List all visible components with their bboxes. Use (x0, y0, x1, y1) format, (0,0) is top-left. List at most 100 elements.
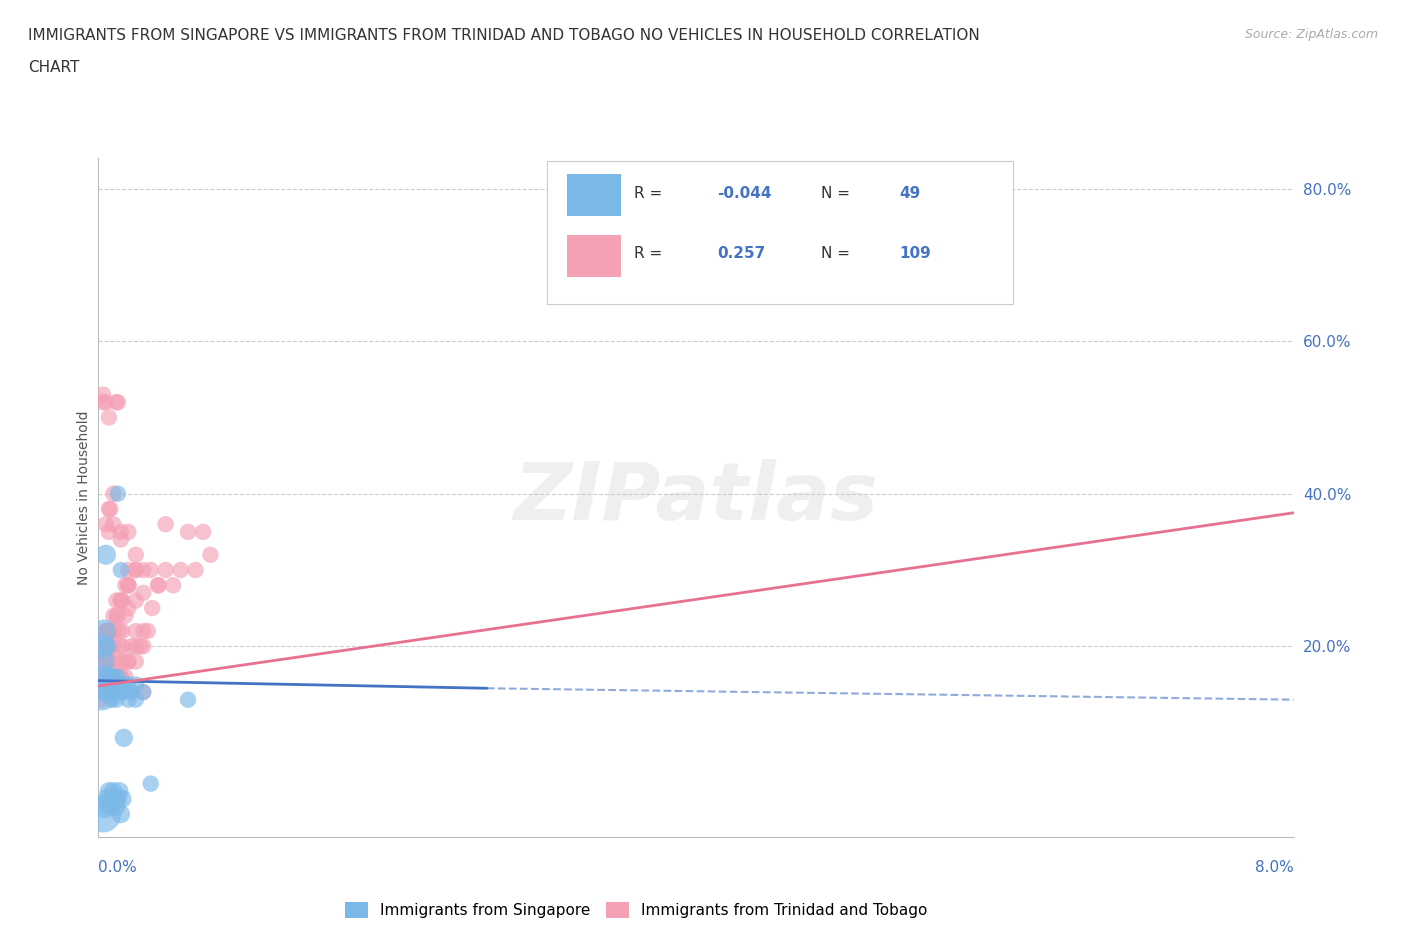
Point (125, 593, 148, 608)
Point (103, 608, 125, 623)
Point (108, 624, 131, 639)
Legend: Immigrants from Singapore, Immigrants from Trinidad and Tobago: Immigrants from Singapore, Immigrants fr… (339, 897, 934, 924)
Point (97, 784, 120, 799)
Point (107, 394, 129, 409)
Point (117, 578, 139, 592)
Point (110, 684, 132, 699)
Point (132, 624, 155, 639)
Point (91, 684, 114, 699)
Text: 8.0%: 8.0% (1254, 860, 1294, 875)
Point (112, 730, 135, 745)
Point (93, 654, 115, 669)
Point (98, 684, 122, 699)
Point (155, 563, 177, 578)
Point (177, 692, 200, 707)
Point (169, 563, 191, 578)
Point (117, 563, 139, 578)
Point (114, 608, 136, 623)
Point (96, 670, 118, 684)
Point (94, 624, 117, 639)
Text: 109: 109 (900, 246, 931, 260)
Point (132, 586, 155, 601)
Point (93, 654, 115, 669)
Point (96, 684, 118, 699)
Point (97, 410, 120, 425)
Point (98, 799, 122, 814)
Point (132, 684, 155, 699)
Point (120, 684, 142, 699)
Point (132, 563, 155, 578)
Point (91, 670, 114, 684)
Point (184, 563, 207, 578)
Point (107, 670, 129, 684)
Point (96, 684, 118, 699)
Point (108, 639, 131, 654)
Point (132, 639, 155, 654)
Point (125, 639, 148, 654)
Text: 49: 49 (900, 186, 921, 201)
Point (139, 563, 162, 578)
Point (110, 563, 132, 578)
Point (148, 578, 170, 592)
Point (103, 670, 125, 684)
Point (110, 806, 132, 821)
Point (110, 593, 132, 608)
Point (110, 525, 132, 539)
Point (101, 677, 124, 692)
Point (98, 501, 122, 516)
Point (105, 608, 128, 623)
Point (93, 799, 115, 814)
Point (103, 624, 125, 639)
Point (94, 624, 117, 639)
Point (101, 684, 124, 699)
Point (101, 791, 124, 806)
Point (90, 684, 112, 699)
Point (125, 563, 148, 578)
Point (93, 684, 115, 699)
Point (94, 394, 117, 409)
Point (105, 692, 128, 707)
Point (111, 791, 134, 806)
Point (101, 654, 124, 669)
Point (155, 517, 177, 532)
Point (111, 684, 134, 699)
Point (98, 624, 122, 639)
Point (110, 670, 132, 684)
Point (97, 670, 120, 684)
Point (132, 684, 155, 699)
Point (91, 387, 114, 402)
Point (93, 654, 115, 669)
Point (117, 654, 139, 669)
Point (103, 684, 125, 699)
Point (117, 684, 139, 699)
Point (97, 639, 120, 654)
Point (117, 578, 139, 592)
Point (98, 670, 122, 684)
Point (111, 593, 134, 608)
Point (96, 639, 118, 654)
Point (94, 684, 117, 699)
Point (98, 639, 122, 654)
Point (125, 677, 148, 692)
Point (97, 501, 120, 516)
Point (91, 670, 114, 684)
Point (136, 624, 159, 639)
Point (110, 532, 132, 547)
Point (104, 791, 127, 806)
Point (112, 654, 135, 669)
Point (91, 654, 114, 669)
Point (103, 517, 125, 532)
Point (103, 670, 125, 684)
Point (117, 654, 139, 669)
Text: N =: N = (821, 186, 851, 201)
Point (97, 677, 120, 692)
Point (103, 684, 125, 699)
Point (91, 684, 114, 699)
Point (98, 670, 122, 684)
Text: R =: R = (634, 186, 662, 201)
Point (105, 593, 128, 608)
Point (114, 677, 136, 692)
FancyBboxPatch shape (567, 234, 620, 277)
Point (107, 486, 129, 501)
Point (91, 806, 114, 821)
